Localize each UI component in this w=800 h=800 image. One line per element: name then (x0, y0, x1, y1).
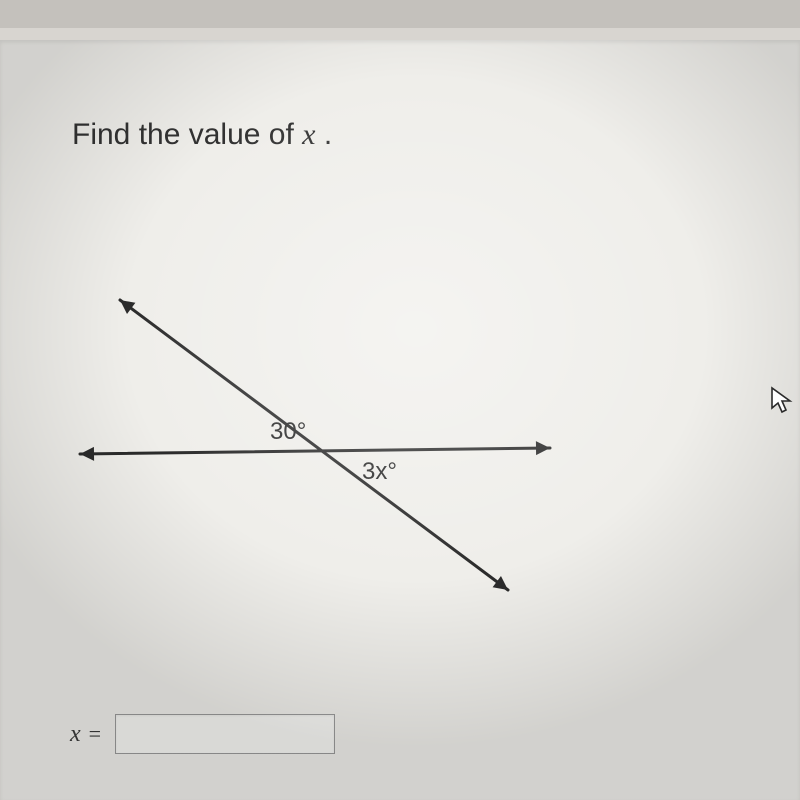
question-prompt: Find the value of x . (72, 118, 332, 152)
window-topbar (0, 0, 800, 28)
top-angle-label: 30° (270, 418, 306, 446)
answer-variable: x (70, 721, 81, 748)
angle-diagram: 30° 3x° (50, 270, 590, 610)
prompt-variable: x (302, 118, 315, 151)
mouse-cursor-icon (770, 386, 794, 416)
prompt-text-after: . (315, 118, 332, 151)
diagram-svg (50, 270, 590, 610)
answer-row: x = (70, 714, 335, 754)
prompt-text-before: Find the value of (72, 118, 302, 151)
answer-input[interactable] (115, 714, 335, 754)
answer-equals: = (89, 721, 101, 747)
bottom-angle-label: 3x° (362, 458, 397, 486)
worksheet-page: Find the value of x . 30° 3x° x = (0, 40, 800, 800)
